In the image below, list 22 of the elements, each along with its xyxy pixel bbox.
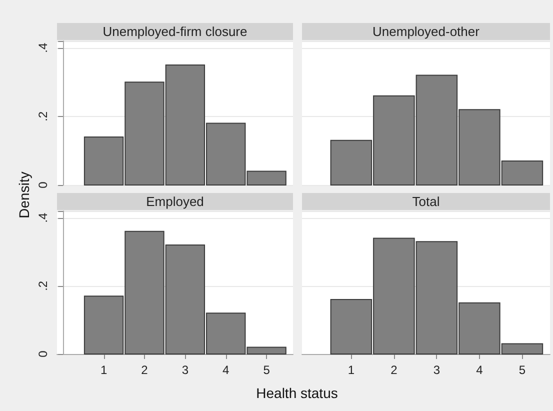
y-tick-label: .2 [36, 111, 50, 122]
x-tick-label: 2 [141, 363, 148, 377]
x-tick-label: 2 [390, 363, 398, 377]
x-tick-label: 3 [182, 363, 189, 377]
x-tick-label: 4 [222, 363, 230, 377]
y-tick-label: .4 [36, 42, 50, 53]
x-tick-label: 1 [100, 363, 108, 377]
y-axis-title: Density [16, 172, 32, 218]
chart-title: Unemployed-firm closure [57, 23, 293, 40]
x-tick-label: 1 [348, 363, 355, 377]
chart-title: Unemployed-other [302, 23, 550, 40]
chart-title: Employed [57, 193, 293, 210]
chart-title: Total [302, 193, 550, 210]
y-tick-label: 0 [36, 181, 50, 188]
x-tick-label: 5 [263, 363, 270, 377]
y-tick-label: .4 [36, 212, 50, 223]
y-tick-label: .2 [36, 280, 50, 291]
x-tick-label: 3 [433, 363, 440, 377]
x-tick-label: 4 [476, 363, 484, 377]
y-tick-label: 0 [36, 350, 50, 358]
x-tick-label: 5 [518, 363, 526, 377]
x-axis-title: Health status [256, 385, 338, 401]
